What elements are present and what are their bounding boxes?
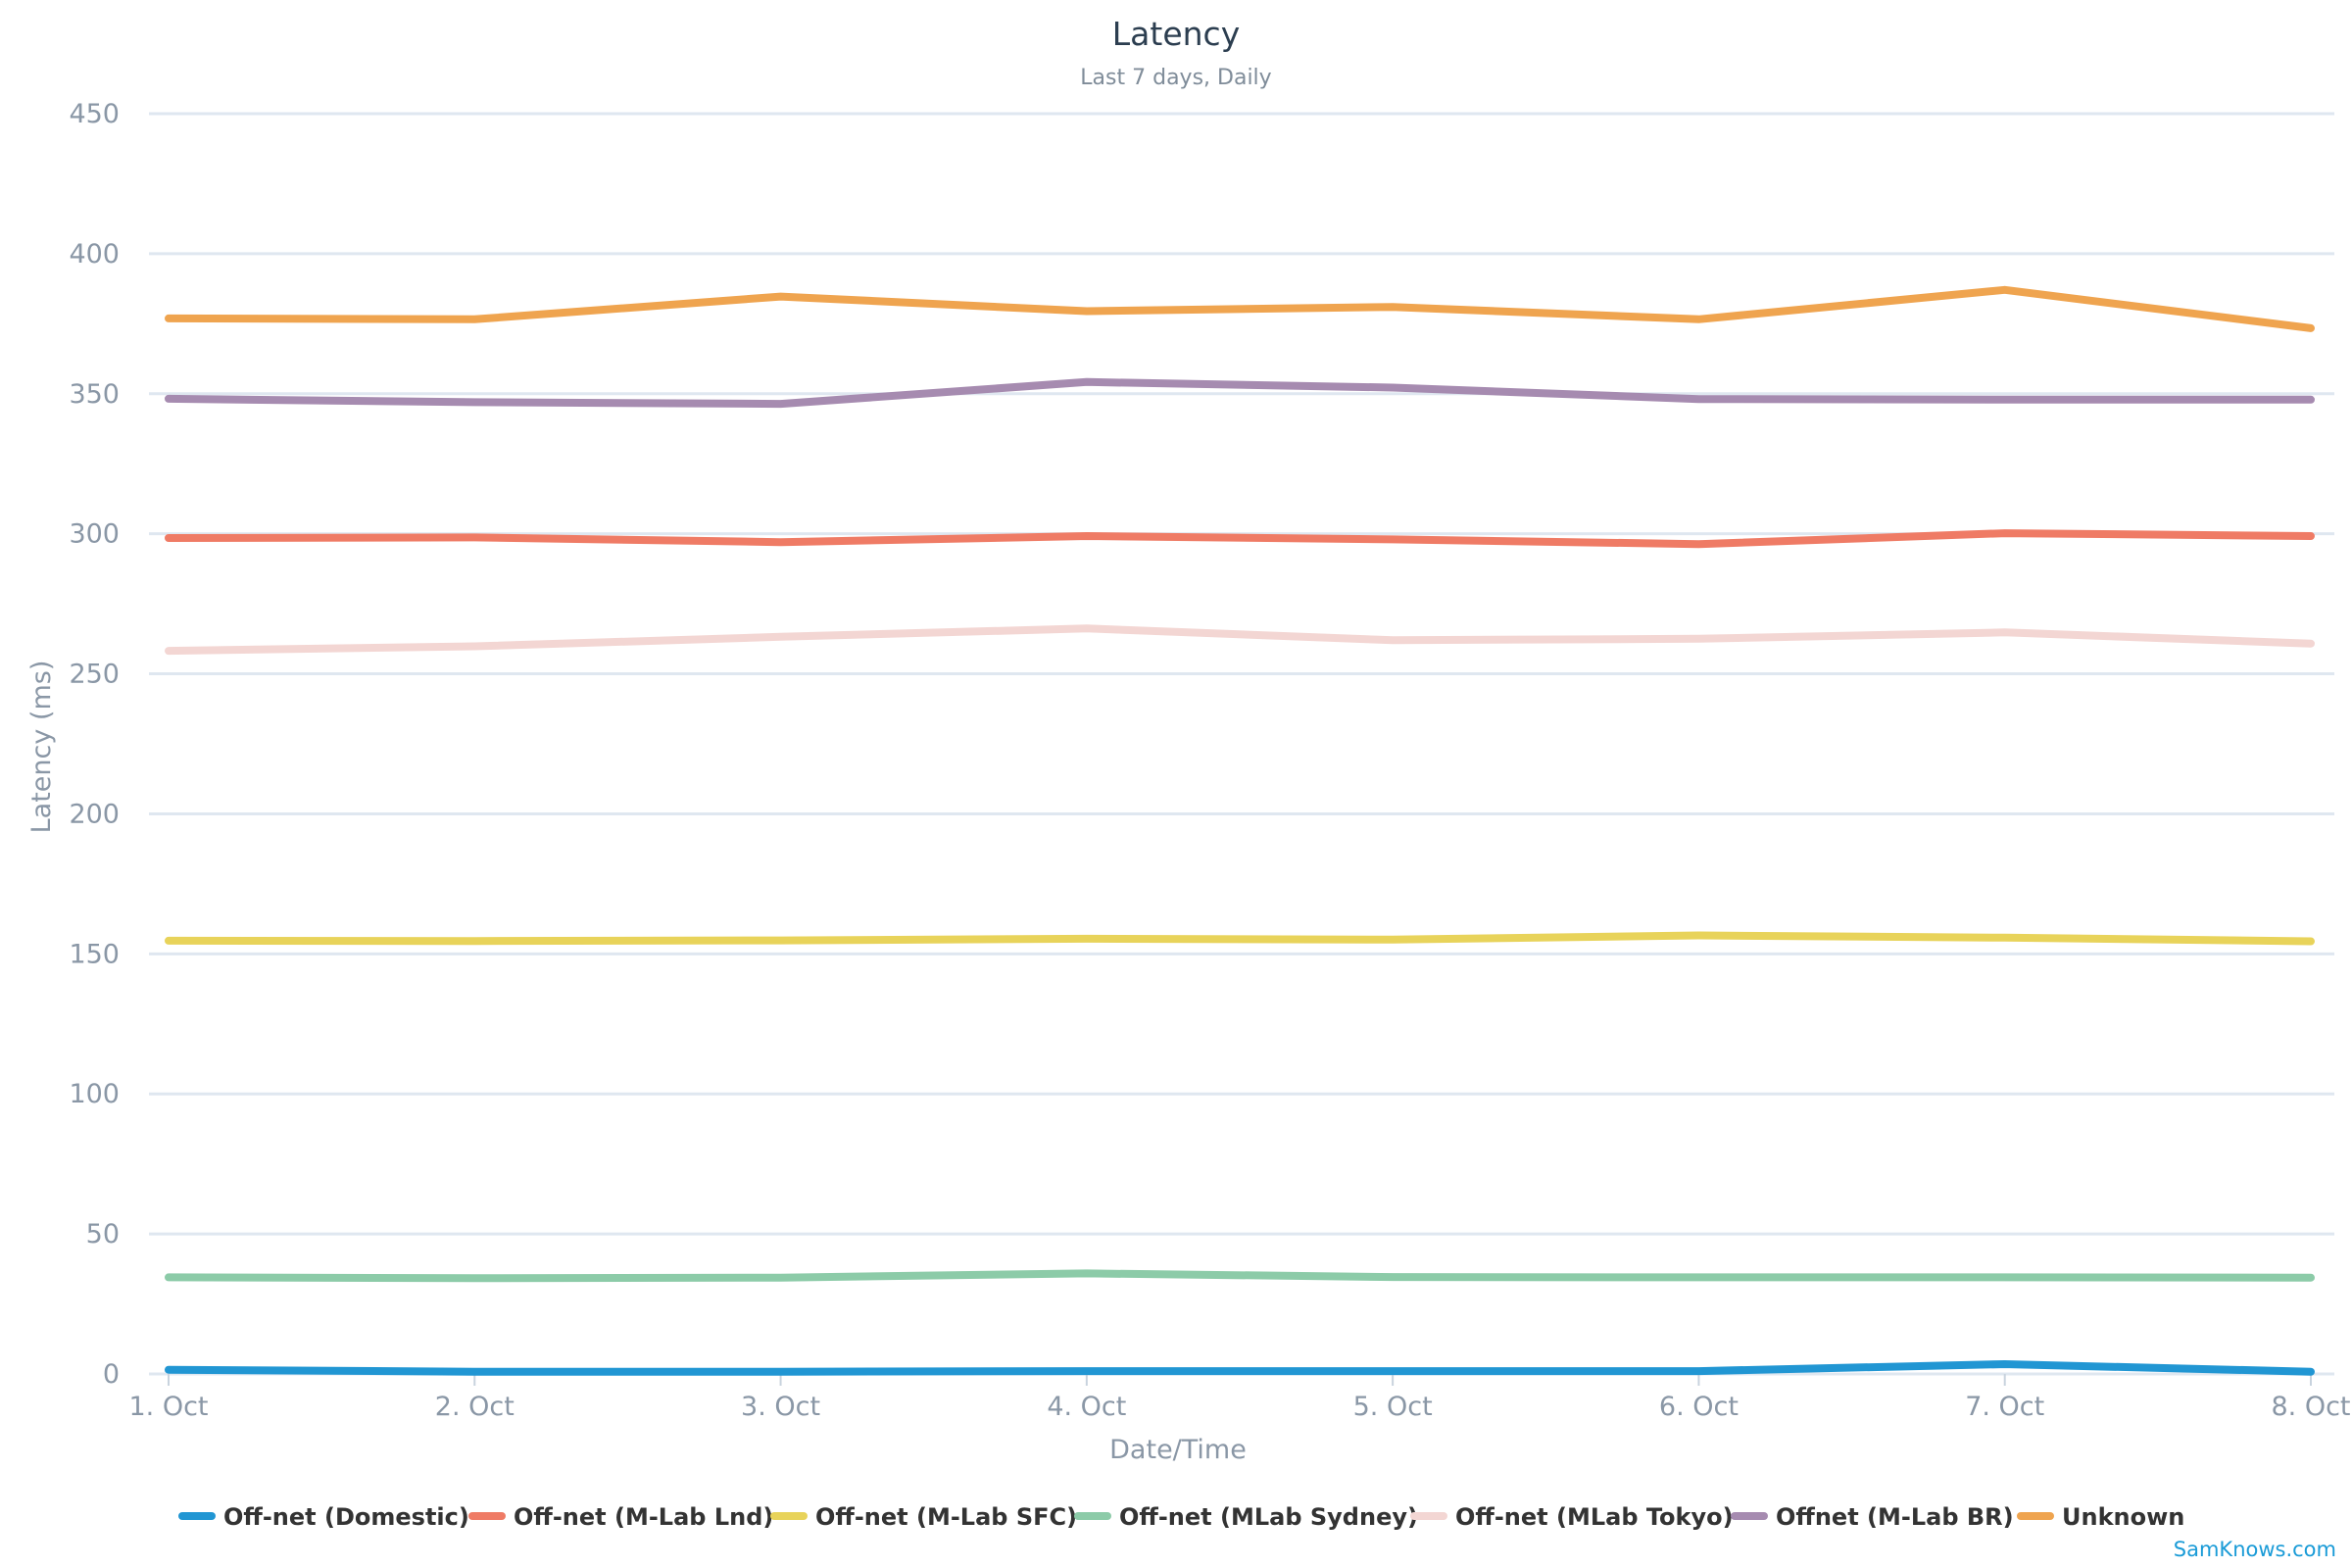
x-tick-label: 3. Oct xyxy=(741,1392,820,1422)
x-tick-label: 2. Oct xyxy=(435,1392,514,1422)
y-tick-label: 250 xyxy=(69,660,120,690)
legend-item[interactable]: Offnet (M-Lab BR) xyxy=(1731,1503,2014,1531)
series-line[interactable] xyxy=(165,931,2315,946)
y-tick-label: 200 xyxy=(69,799,120,829)
legend-item[interactable]: Off-net (M-Lab SFC) xyxy=(770,1503,1077,1531)
x-tick-label: 8. Oct xyxy=(2271,1392,2350,1422)
x-tick-label: 6. Oct xyxy=(1659,1392,1739,1422)
x-tick-label: 5. Oct xyxy=(1353,1392,1433,1422)
y-axis-title: Latency (ms) xyxy=(26,661,57,834)
y-tick-label: 300 xyxy=(69,519,120,550)
y-axis-ticks: 0 50 100 150 200 250 300 350 400 450 xyxy=(69,99,120,1390)
x-tick-label: 7. Oct xyxy=(1965,1392,2044,1422)
legend-label: Off-net (M-Lab SFC) xyxy=(815,1503,1077,1531)
legend-item[interactable]: Off-net (MLab Tokyo) xyxy=(1410,1503,1734,1531)
series-line[interactable] xyxy=(165,624,2315,656)
legend-label: Offnet (M-Lab BR) xyxy=(1776,1503,2014,1531)
y-tick-label: 0 xyxy=(103,1359,120,1390)
y-tick-label: 350 xyxy=(69,379,120,410)
chart-subtitle: Last 7 days, Daily xyxy=(1080,66,1271,90)
y-tick-label: 400 xyxy=(69,239,120,270)
series-line[interactable] xyxy=(165,285,2315,332)
series-line[interactable] xyxy=(165,377,2315,409)
legend-label: Off-net (MLab Tokyo) xyxy=(1455,1503,1734,1531)
legend-item[interactable]: Off-net (MLab Sydney) xyxy=(1074,1503,1418,1531)
y-tick-label: 150 xyxy=(69,939,120,969)
legend: Off-net (Domestic) Off-net (M-Lab Lnd) Off… xyxy=(178,1503,2184,1531)
legend-label: Off-net (Domestic) xyxy=(223,1503,469,1531)
legend-label: Unknown xyxy=(2062,1503,2184,1531)
x-axis-title: Date/Time xyxy=(1109,1435,1247,1465)
x-tick-label: 1. Oct xyxy=(128,1392,208,1422)
legend-label: Off-net (M-Lab Lnd) xyxy=(514,1503,773,1531)
y-tick-label: 100 xyxy=(69,1079,120,1109)
grid-lines xyxy=(149,112,2334,1376)
series-line[interactable] xyxy=(165,1269,2315,1283)
series-line[interactable] xyxy=(165,529,2315,549)
y-tick-label: 450 xyxy=(69,99,120,129)
x-axis-ticks: 1. Oct 2. Oct 3. Oct 4. Oct 5. Oct 6. Oct 7. O… xyxy=(128,1374,2351,1422)
legend-item[interactable]: Off-net (M-Lab Lnd) xyxy=(468,1503,773,1531)
x-tick-label: 4. Oct xyxy=(1047,1392,1126,1422)
series-lines xyxy=(165,285,2315,1376)
series-line[interactable] xyxy=(165,1360,2315,1376)
legend-label: Off-net (MLab Sydney) xyxy=(1119,1503,1418,1531)
y-tick-label: 50 xyxy=(86,1219,120,1250)
credits-link[interactable]: SamKnows.com xyxy=(2174,1538,2336,1561)
legend-item[interactable]: Unknown xyxy=(2017,1503,2184,1531)
legend-item[interactable]: Off-net (Domestic) xyxy=(178,1503,469,1531)
chart-title: Latency xyxy=(1112,15,1240,53)
